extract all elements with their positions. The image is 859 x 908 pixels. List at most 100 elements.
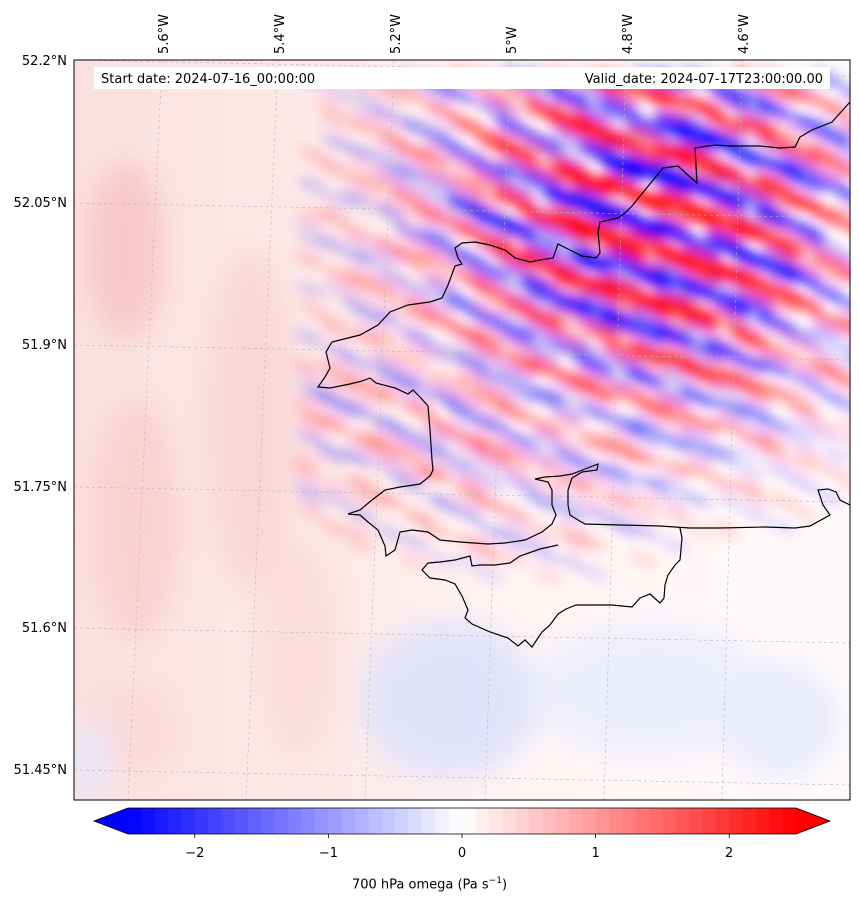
omega-feature [732,462,763,480]
omega-feature [423,174,459,193]
omega-feature [811,358,846,377]
omega-feature [559,536,590,552]
omega-feature [317,445,349,462]
omega-feature [579,402,615,421]
omega-feature [349,328,380,344]
omega-feature [427,494,459,512]
omega-feature [837,399,850,416]
omega-feature [570,172,614,196]
omega-feature [837,268,850,287]
omega-feature [323,281,354,297]
colorbar-cell [154,808,169,834]
omega-feature [344,279,376,296]
omega-feature [316,414,348,432]
omega-feature [704,356,743,377]
omega-feature [793,449,824,466]
omega-feature [503,383,538,402]
omega-feature [580,565,609,581]
omega-feature [732,444,765,462]
coastline [316,101,850,648]
lon-label: 4.6°W [737,14,752,54]
omega-feature [324,374,356,391]
omega-feature [342,355,374,372]
colorbar-cell [608,808,623,834]
omega-feature [368,279,401,297]
omega-feature [422,190,458,210]
omega-feature [600,370,638,391]
map-frame [73,59,851,801]
omega-feature [678,235,723,259]
omega-feature [529,387,564,406]
omega-feature [729,130,770,152]
omega-feature [818,368,850,387]
colorbar-cell [755,808,770,834]
omega-feature [782,158,821,179]
omega-feature [417,205,453,224]
omega-feature [683,341,723,362]
omega-feature [471,159,510,179]
omega-feature [815,490,844,506]
omega-feature [402,400,436,418]
omega-feature [292,400,323,417]
omega-feature [373,459,406,477]
omega-feature [809,283,846,303]
omega-feature [471,473,505,491]
colorbar-cell [274,808,289,834]
omega-feature [424,371,457,389]
omega-feature [347,101,378,118]
omega-feature [531,458,565,476]
omega-feature [601,157,645,181]
omega-feature [320,114,350,131]
omega-feature [394,84,427,102]
lat-label: 51.45°N [14,763,67,778]
omega-feature [601,324,642,346]
colorbar-cell [502,808,517,834]
colorbar-cell [542,808,557,834]
omega-feature [423,277,459,297]
omega-feature [349,489,381,506]
omega-feature [294,219,324,236]
omega-feature [839,148,850,167]
omega-feature [397,117,430,135]
omega-feature [296,505,326,521]
omega-feature [319,160,350,176]
omega-feature [786,221,826,242]
omega-feature [368,104,400,122]
omega-feature [475,567,504,583]
omega-feature [345,537,375,553]
colorbar-cell [341,808,356,834]
colorbar-cell [395,808,410,834]
omega-feature [598,96,639,118]
omega-feature [450,413,485,431]
omega-feature [418,463,452,481]
omega-feature [399,327,432,345]
omega-feature [554,276,596,299]
omega-feature [786,129,824,150]
lon-label: 5°W [505,26,520,54]
omega-feature [525,522,556,539]
omega-feature [450,384,485,403]
omega-feature [472,538,503,555]
omega-feature [557,554,586,570]
omega-feature [372,295,405,313]
omega-feature [421,118,456,137]
omega-feature [708,383,744,403]
omega-feature [710,522,740,538]
colorbar-cell [141,808,156,834]
omega-feature [580,321,621,343]
omega-feature [753,219,794,242]
omega-feature [418,147,453,166]
omega-feature [293,449,324,466]
omega-feature [526,492,559,510]
omega-feature [368,329,399,346]
omega-feature [838,432,850,449]
omega-feature [736,115,776,137]
colorbar-outline [92,807,832,835]
omega-feature [574,355,613,376]
omega-feature [348,86,378,103]
omega-feature [453,505,485,522]
longitude-labels: 5.6°W 5.4°W 5.2°W 5°W 4.8°W 4.6°W [157,14,752,54]
omega-feature [629,342,669,363]
omega-feature [477,99,515,119]
omega-feature [506,475,540,493]
